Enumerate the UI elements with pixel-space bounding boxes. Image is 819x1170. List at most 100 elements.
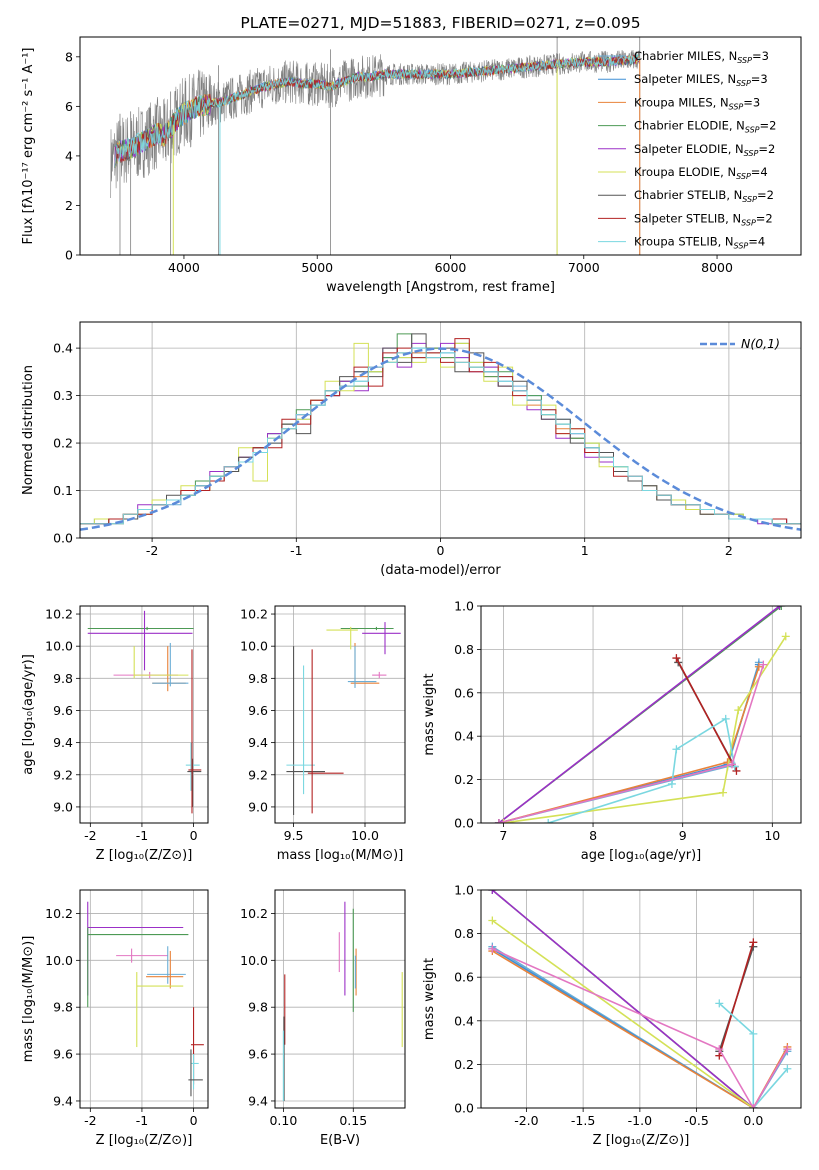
y-tick-label: 10.0 — [240, 953, 268, 968]
data-point-marker — [759, 660, 768, 669]
chart-panel-7: 0.10 0.15 9.4 9.6 9.8 10.0 10.2 E(B-V) — [240, 889, 406, 1148]
chart-panel-2: -2 -1 0 1 2 0.0 0.1 0.2 0.3 0.4 (data-model)/error… — [21, 321, 802, 578]
series-line — [498, 664, 765, 823]
y-tick-label: 10.2 — [45, 906, 73, 921]
series-line — [491, 890, 754, 1108]
series-line — [718, 942, 755, 1056]
series-line — [718, 1002, 789, 1108]
axes-frame — [79, 36, 802, 256]
data-point-marker — [749, 1029, 758, 1038]
data-point-marker — [544, 819, 553, 823]
y-tick-label: 9.4 — [248, 735, 268, 750]
x-tick-label: 7 — [499, 828, 507, 843]
errorbar-point-7 — [286, 646, 325, 815]
legend-label: Chabrier MILES, NSSP=3 — [634, 49, 769, 65]
axes-frame — [480, 889, 802, 1109]
plot-area — [275, 606, 405, 823]
x-tick-label: 0 — [190, 828, 198, 843]
data-point-marker — [667, 779, 676, 788]
data-point-marker — [719, 788, 728, 797]
data-point-marker — [499, 819, 508, 823]
data-point-marker — [754, 662, 763, 671]
plot-area — [80, 322, 801, 538]
series-line — [675, 657, 738, 772]
axes-frame — [79, 889, 209, 1109]
errorbar-point-8 — [190, 1054, 199, 1090]
y-tick-label: 9.8 — [248, 671, 268, 686]
chart-panel-6: -2 -1 0 9.4 9.6 9.8 10.0 10.2 Z [log₁₀(Z/Z⊙)] mas… — [21, 889, 209, 1148]
x-axis-label: E(B-V) — [320, 1133, 360, 1148]
data-point-marker — [783, 1064, 792, 1073]
normal-reference-curve — [80, 347, 801, 531]
data-point-marker — [734, 706, 743, 715]
y-tick-label: 0.3 — [53, 388, 73, 403]
x-tick-label: 6000 — [435, 260, 467, 275]
y-tick-label: 9.6 — [248, 703, 268, 718]
y-tick-label: 0.0 — [454, 1101, 474, 1116]
y-tick-label: 8 — [65, 49, 73, 64]
errorbar-point-5 — [152, 642, 189, 687]
y-axis-label: Flux [fλ10⁻¹⁷ erg cm⁻² s⁻¹ A⁻¹] — [21, 48, 36, 245]
legend-label: N(0,1) — [741, 336, 780, 351]
y-tick-label: 0.4 — [53, 341, 73, 356]
legend-label: Kroupa ELODIE, NSSP=4 — [634, 165, 768, 181]
errorbar-point-9 — [307, 649, 344, 814]
x-tick-label: 5000 — [301, 260, 333, 275]
errorbar-point-6 — [372, 671, 387, 679]
y-tick-label: 10.2 — [240, 906, 268, 921]
x-tick-label: 0.15 — [339, 1113, 367, 1128]
x-tick-label: -1 — [136, 1113, 148, 1128]
x-tick-label: 2 — [725, 543, 733, 558]
errorbar-point-8 — [286, 665, 315, 795]
x-axis-label: Z [log₁₀(Z/Z⊙)] — [96, 1133, 193, 1148]
data-point-marker — [488, 916, 497, 925]
y-tick-label: 0.0 — [454, 816, 474, 831]
data-point-marker — [488, 890, 497, 894]
y-tick-label: 10.2 — [45, 607, 73, 622]
y-tick-label: 9.4 — [53, 735, 73, 750]
errorbar-point-4 — [152, 646, 186, 692]
y-tick-label: 10.2 — [240, 607, 268, 622]
data-point-marker — [715, 1045, 724, 1054]
series-3 — [494, 662, 763, 823]
chart-panel-4: 9.5 10.0 9.0 9.2 9.4 9.6 9.8 10.0 10.2 mass [log₁… — [240, 605, 406, 863]
errorbar-point-1 — [87, 901, 184, 996]
axes-frame — [274, 889, 406, 1109]
y-tick-label: 0.0 — [53, 531, 73, 546]
data-point-marker — [749, 938, 758, 947]
y-tick-label: 9.6 — [53, 703, 73, 718]
x-tick-label: 0.10 — [269, 1113, 297, 1128]
errorbar-point-2 — [87, 610, 193, 671]
y-tick-label: 9.2 — [248, 767, 268, 782]
series-line — [498, 662, 760, 823]
y-tick-label: 9.0 — [53, 799, 73, 814]
y-tick-label: 6 — [65, 99, 73, 114]
x-axis-label: wavelength [Angstrom, rest frame] — [326, 280, 555, 295]
x-tick-label: 1 — [581, 543, 589, 558]
axes-frame — [480, 605, 802, 824]
legend-label: Chabrier STELIB, NSSP=2 — [634, 188, 774, 204]
series-line — [498, 664, 760, 823]
y-tick-label: 0.8 — [454, 926, 474, 941]
data-point-marker — [749, 1104, 758, 1108]
y-tick-label: 0.2 — [53, 436, 73, 451]
x-axis-label: (data-model)/error — [380, 563, 501, 578]
series-6 — [488, 916, 758, 1108]
y-tick-label: 10.0 — [240, 639, 268, 654]
errorbar-point-5 — [347, 646, 377, 688]
y-tick-label: 9.8 — [53, 671, 73, 686]
series-line — [498, 606, 780, 823]
legend-label: Salpeter STELIB, NSSP=2 — [634, 211, 773, 227]
x-tick-label: -0.5 — [684, 1113, 708, 1128]
y-tick-label: 9.0 — [248, 799, 268, 814]
y-tick-label: 10.0 — [45, 639, 73, 654]
y-tick-label: 9.6 — [53, 1047, 73, 1062]
x-tick-label: -1 — [290, 543, 302, 558]
data-point-marker — [721, 714, 730, 723]
data-point-marker — [775, 606, 784, 610]
legend-label: Chabrier ELODIE, NSSP=2 — [634, 119, 776, 135]
errorbar-point-8 — [187, 758, 202, 807]
legend-label: Kroupa STELIB, NSSP=4 — [634, 235, 765, 251]
legend: Chabrier MILES, NSSP=3 Salpeter MILES, NS… — [598, 49, 776, 251]
x-axis-label: Z [log₁₀(Z/Z⊙)] — [593, 1133, 690, 1148]
